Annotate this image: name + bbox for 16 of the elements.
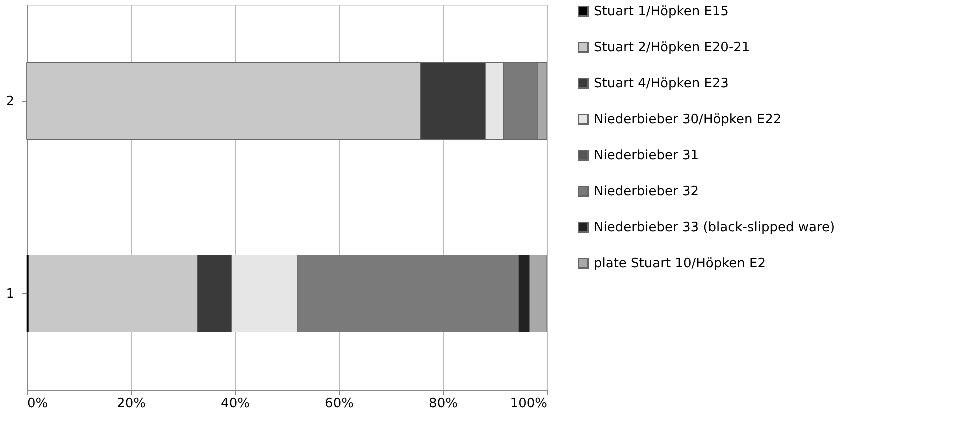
x-tick-label: 60% xyxy=(325,396,354,412)
legend-label: Stuart 2/Höpken E20-21 xyxy=(594,40,750,56)
legend-label: Stuart 1/Höpken E15 xyxy=(594,4,729,20)
legend-label: Niederbieber 33 (black-slipped ware) xyxy=(594,220,836,236)
legend-label: Niederbieber 32 xyxy=(594,184,700,200)
legend-label: Stuart 4/Höpken E23 xyxy=(594,76,729,92)
x-tick-label: 100% xyxy=(510,396,548,412)
legend-label: plate Stuart 10/Höpken E2 xyxy=(594,256,766,272)
legend-label: Niederbieber 30/Höpken E22 xyxy=(594,112,782,128)
x-tick-label: 80% xyxy=(429,396,458,412)
x-tick-label: 40% xyxy=(221,396,250,412)
legend-label: Niederbieber 31 xyxy=(594,148,700,164)
x-tick-label: 0% xyxy=(28,396,48,412)
y-tick-label: 1 xyxy=(6,286,14,302)
x-tick-label: 20% xyxy=(117,396,146,412)
y-tick-label: 2 xyxy=(6,94,14,110)
